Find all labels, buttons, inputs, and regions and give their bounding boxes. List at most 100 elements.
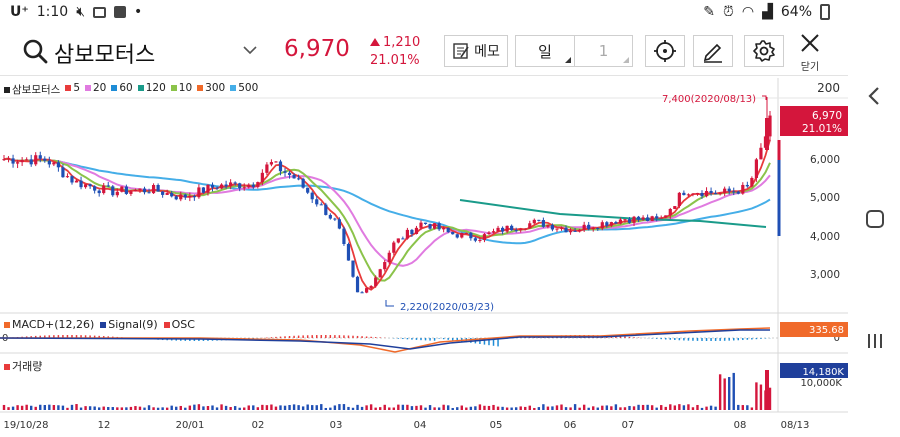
candle-body — [614, 222, 618, 224]
candle-body — [6, 158, 11, 160]
dropdown-corner-icon — [564, 57, 571, 63]
ma-120-line — [459, 199, 767, 228]
volume-bar — [505, 407, 509, 410]
low-annotation: 2,220(2020/03/23) — [400, 302, 494, 313]
candle-body — [514, 230, 518, 232]
candle-body — [120, 186, 124, 192]
volume-bar — [256, 407, 260, 410]
candle-body — [283, 171, 287, 173]
candle-body — [97, 190, 101, 194]
candle-body — [269, 162, 274, 165]
volume-bar — [741, 405, 745, 410]
candle-body — [487, 232, 491, 235]
volume-bar — [84, 406, 87, 410]
legend-item: 300 — [197, 82, 225, 97]
candle-body — [65, 176, 70, 178]
candle-body — [727, 188, 731, 192]
candle-body — [401, 238, 405, 240]
stock-name[interactable]: 삼보모터스 — [54, 43, 156, 68]
candle-body — [138, 188, 142, 190]
volume-bar — [555, 405, 559, 410]
candle-body — [142, 188, 147, 193]
clock: 1:10 — [36, 4, 69, 20]
volume-bar — [179, 405, 182, 410]
candle-body — [83, 184, 88, 188]
volume-tag: 14,180K — [802, 367, 844, 378]
volume-bar — [351, 407, 355, 410]
period-number[interactable]: 1 — [575, 36, 632, 66]
candle-body — [70, 176, 74, 183]
volume-bar — [220, 404, 223, 410]
close-button[interactable]: 닫기 — [794, 32, 826, 73]
volume-bar — [533, 407, 536, 410]
candle-body — [550, 224, 555, 230]
x-tick-label: 12 — [98, 420, 111, 431]
volume-bar — [156, 407, 160, 410]
candle-body — [455, 234, 459, 238]
candle-body — [233, 182, 237, 184]
candle-body — [133, 189, 138, 192]
volume-bar — [401, 404, 405, 410]
volume-bar — [605, 405, 609, 410]
search-icon[interactable] — [22, 38, 48, 64]
candle-body — [88, 184, 92, 187]
candle-body — [369, 285, 373, 289]
drawing-tool-button[interactable] — [693, 35, 733, 67]
candle-body — [523, 228, 527, 230]
candle-body — [287, 172, 292, 175]
volume-bar — [152, 407, 155, 410]
volume-bar — [442, 404, 445, 410]
volume-bar — [243, 407, 246, 410]
candle-body — [324, 204, 328, 215]
candle-body — [206, 184, 210, 193]
period-selector[interactable]: 일 1 — [515, 35, 633, 67]
settings-button[interactable] — [744, 35, 784, 67]
legend-swatch — [85, 85, 91, 91]
chevron-down-icon[interactable] — [240, 40, 260, 60]
memo-button[interactable]: 메모 — [444, 35, 508, 67]
candle-body — [700, 192, 704, 197]
period-unit[interactable]: 일 — [516, 36, 575, 66]
macd-legend[interactable]: MACD+(12,26) Signal(9) OSC — [4, 318, 195, 331]
volume-bar — [29, 405, 33, 410]
volume-bar — [48, 404, 51, 410]
volume-bar — [641, 404, 645, 410]
candle-body — [79, 180, 83, 188]
recents-icon[interactable] — [864, 330, 886, 352]
volume-legend-label: 거래량 — [12, 360, 43, 373]
volume-bar — [97, 407, 101, 410]
volume-bar — [75, 404, 78, 410]
home-icon[interactable] — [864, 208, 886, 230]
price-change: 1,210 21.01% — [370, 34, 420, 70]
high-annotation: 7,400(2020/08/13) — [662, 94, 756, 105]
volume-bar — [107, 406, 110, 410]
volume-bar — [687, 404, 690, 410]
volume-bar — [714, 406, 717, 410]
crosshair-button[interactable] — [645, 35, 685, 67]
volume-legend[interactable]: 거래량 — [4, 358, 42, 374]
volume-bar — [134, 406, 137, 410]
volume-bar — [297, 405, 300, 410]
candle-body — [297, 178, 301, 180]
volume-bar — [723, 378, 726, 410]
candle-body — [655, 216, 659, 219]
candle-body — [215, 187, 219, 189]
volume-bar — [392, 407, 395, 410]
legend-label: 10 — [178, 82, 193, 94]
legend-label: 300 — [205, 82, 226, 94]
volume-bar — [283, 405, 287, 410]
volume-bar — [315, 405, 318, 410]
legend-item: 120 — [137, 82, 166, 97]
volume-bar — [356, 404, 359, 410]
candle-body — [396, 238, 400, 243]
candle-body — [537, 219, 541, 221]
chart-legend[interactable]: 삼보모터스 5 20 60 120 10 300 500 — [4, 82, 258, 97]
volume-bar — [292, 404, 296, 410]
candle-body — [337, 219, 342, 229]
candle-body — [342, 228, 346, 244]
up-arrow-icon — [370, 38, 380, 46]
back-icon[interactable] — [864, 84, 884, 108]
candle-body — [74, 180, 79, 183]
volume-bar — [338, 404, 341, 410]
